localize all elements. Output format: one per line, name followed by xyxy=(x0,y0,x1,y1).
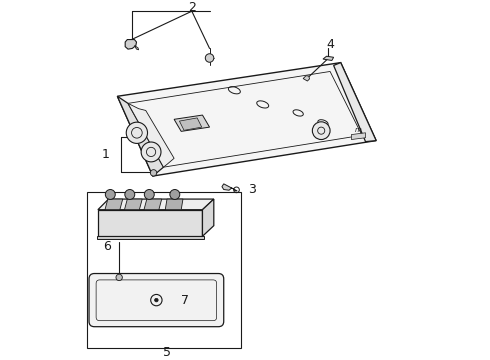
Polygon shape xyxy=(222,184,237,191)
Polygon shape xyxy=(118,63,376,176)
Text: 1: 1 xyxy=(102,148,110,161)
Polygon shape xyxy=(105,199,122,210)
Polygon shape xyxy=(97,236,204,239)
Polygon shape xyxy=(134,46,139,50)
Text: 3: 3 xyxy=(248,183,256,196)
Polygon shape xyxy=(303,76,310,81)
Polygon shape xyxy=(351,133,366,140)
Text: m: m xyxy=(355,127,362,133)
Polygon shape xyxy=(125,40,137,49)
Polygon shape xyxy=(179,118,202,130)
Polygon shape xyxy=(174,115,210,131)
Text: 4: 4 xyxy=(326,39,334,51)
Polygon shape xyxy=(98,199,214,210)
Circle shape xyxy=(126,122,147,143)
Polygon shape xyxy=(323,56,334,60)
Text: 6: 6 xyxy=(103,240,111,253)
Polygon shape xyxy=(202,199,214,236)
Circle shape xyxy=(141,142,161,162)
Circle shape xyxy=(170,189,180,199)
Text: 2: 2 xyxy=(188,1,196,14)
Circle shape xyxy=(145,189,154,199)
Polygon shape xyxy=(124,199,142,210)
Circle shape xyxy=(312,122,330,140)
Polygon shape xyxy=(98,210,202,236)
Circle shape xyxy=(205,54,214,62)
Text: 7: 7 xyxy=(181,294,189,307)
FancyBboxPatch shape xyxy=(89,274,224,327)
Polygon shape xyxy=(118,96,164,176)
Text: 5: 5 xyxy=(163,346,171,359)
Circle shape xyxy=(150,170,157,176)
Polygon shape xyxy=(144,199,162,210)
Circle shape xyxy=(125,189,135,199)
Circle shape xyxy=(105,189,115,199)
Circle shape xyxy=(116,274,122,280)
Polygon shape xyxy=(128,103,174,167)
Polygon shape xyxy=(165,199,183,210)
Polygon shape xyxy=(334,63,376,141)
Circle shape xyxy=(155,298,158,302)
